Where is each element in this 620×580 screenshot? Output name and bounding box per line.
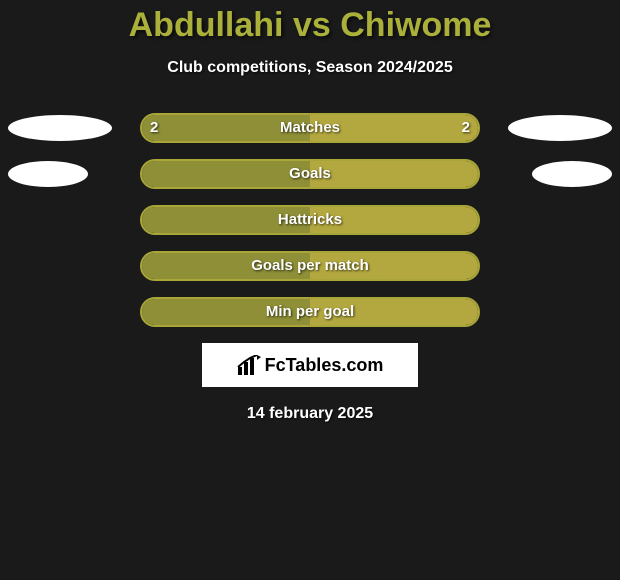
- date-line: 14 february 2025: [0, 405, 620, 423]
- comparison-row: Matches2 2: [0, 113, 620, 143]
- player2-name: Chiwome: [340, 6, 491, 44]
- comparison-rows: Matches2 2 Goals Hattricks Goals per match Mi…: [0, 113, 620, 327]
- vs-separator: vs: [293, 6, 331, 44]
- ellipse-left: [8, 161, 88, 187]
- value-right: 2: [462, 113, 470, 143]
- ellipse-right: [532, 161, 612, 187]
- logo-box: FcTables.com: [202, 343, 418, 387]
- comparison-row: Goals per match: [0, 251, 620, 281]
- page-title: Abdullahi vs Chiwome: [0, 0, 620, 45]
- bars-icon: [237, 355, 261, 375]
- comparison-row: Min per goal: [0, 297, 620, 327]
- row-label: Goals: [140, 159, 480, 189]
- ellipse-left: [8, 115, 112, 141]
- ellipse-right: [508, 115, 612, 141]
- row-label: Hattricks: [140, 205, 480, 235]
- comparison-row: Goals: [0, 159, 620, 189]
- logo-text: FcTables.com: [265, 355, 384, 376]
- subtitle: Club competitions, Season 2024/2025: [0, 59, 620, 77]
- row-label: Matches: [140, 113, 480, 143]
- row-label: Min per goal: [140, 297, 480, 327]
- value-left: 2: [150, 113, 158, 143]
- row-label: Goals per match: [140, 251, 480, 281]
- logo: FcTables.com: [237, 355, 384, 376]
- comparison-row: Hattricks: [0, 205, 620, 235]
- player1-name: Abdullahi: [129, 6, 284, 44]
